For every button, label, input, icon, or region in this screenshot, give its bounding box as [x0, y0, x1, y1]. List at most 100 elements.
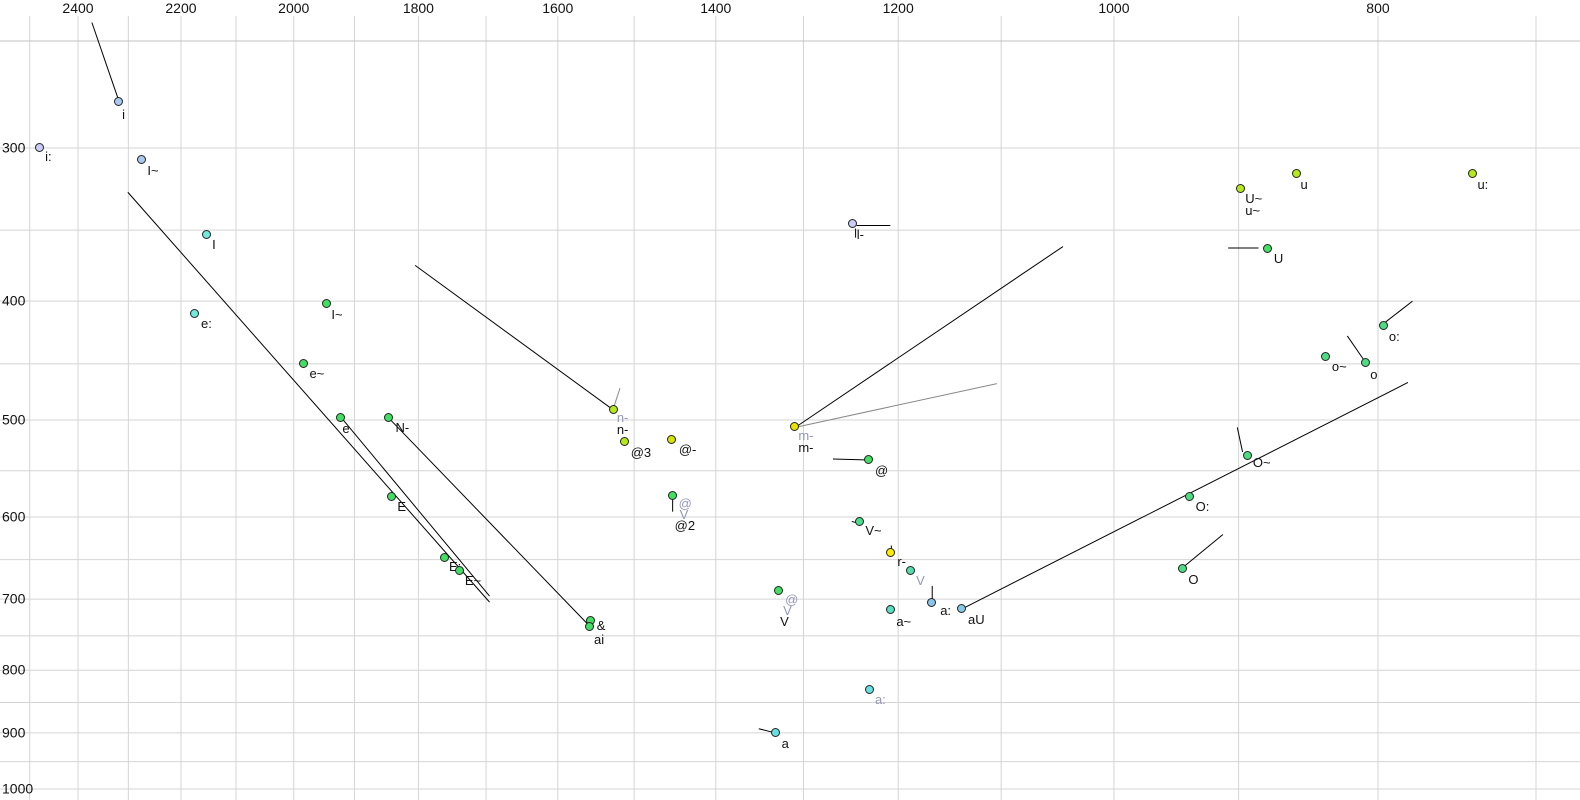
- vowel-point-V~[interactable]: [855, 517, 865, 527]
- trajectory-line: [127, 191, 490, 603]
- vowel-label: O:: [1195, 499, 1210, 515]
- vowel-point-u[interactable]: [1291, 168, 1301, 178]
- trajectory-line: [1183, 534, 1224, 568]
- x-tick-label: 1000: [1098, 0, 1130, 16]
- vowel-label: @-: [678, 441, 697, 457]
- vowel-point-e:[interactable]: [190, 309, 200, 319]
- trajectory-line: [795, 383, 997, 428]
- vowel-label: a:: [940, 602, 952, 618]
- vowel-label: o:: [1388, 328, 1400, 344]
- y-tick-label: 500: [2, 411, 26, 428]
- vowel-point-I~[interactable]: [137, 155, 147, 165]
- vowel-point-l-[interactable]: [847, 218, 857, 228]
- vowel-label: m-: [798, 440, 814, 456]
- trajectory-line: [91, 22, 120, 102]
- trajectory-line: [1346, 335, 1364, 360]
- vowel-point-@-[interactable]: [666, 434, 676, 444]
- vowel-point-m-[interactable]: [790, 422, 800, 432]
- vowel-label: u: [1300, 176, 1308, 192]
- trajectory-line: [758, 728, 774, 733]
- vowel-sublabel: n-: [616, 410, 629, 426]
- vowel-label: e~: [309, 365, 325, 381]
- vowel-point-e~[interactable]: [299, 358, 309, 368]
- vowel-label: O~: [1252, 454, 1271, 470]
- vowel-label: o~: [1331, 358, 1347, 374]
- vowel-point-a~[interactable]: [886, 605, 896, 615]
- vowel-point-i[interactable]: [114, 96, 124, 106]
- vowel-point-U~[interactable]: [1236, 183, 1246, 193]
- vowel-point-I~[interactable]: [322, 298, 332, 308]
- vowel-point-u:[interactable]: [1468, 168, 1478, 178]
- y-tick-label: 600: [2, 508, 26, 525]
- vowel-label: a: [781, 735, 789, 751]
- vowel-sublabel: V: [783, 602, 792, 618]
- vowel-label: @3: [630, 444, 652, 460]
- vowel-label: e:: [201, 316, 212, 332]
- vowel-label: V: [780, 613, 789, 629]
- vowel-label: r-: [897, 554, 906, 570]
- vowel-point-@2[interactable]: [667, 491, 677, 501]
- vowel-label: U~: [1245, 190, 1263, 206]
- vowel-point-O~[interactable]: [1242, 450, 1252, 460]
- vowel-sublabel: V: [916, 572, 925, 588]
- trajectory-line: [795, 246, 1064, 428]
- vowel-label: ai: [594, 631, 605, 647]
- vowel-label: E~: [464, 572, 482, 588]
- y-tick-label: 800: [2, 661, 26, 678]
- vowel-point-a[interactable]: [770, 727, 780, 737]
- vowel-label: e: [342, 420, 350, 436]
- vowel-point-O:[interactable]: [1184, 492, 1194, 502]
- vowel-point-E:[interactable]: [440, 553, 449, 562]
- vowel-label: o: [1370, 366, 1378, 382]
- vowel-point-aU[interactable]: [957, 603, 966, 613]
- y-tick-label: 700: [2, 590, 26, 607]
- vowel-point-@[interactable]: [863, 454, 873, 464]
- vowel-point-@3[interactable]: [619, 436, 629, 446]
- vowel-point-o:[interactable]: [1378, 320, 1388, 330]
- vowel-point-i:[interactable]: [35, 143, 45, 152]
- vowel-point-a:[interactable]: [864, 684, 874, 694]
- vowel-point-e[interactable]: [336, 412, 346, 422]
- x-tick-label: 1200: [882, 0, 914, 16]
- vowel-point-O[interactable]: [1178, 564, 1188, 574]
- vowel-sublabel: u~: [1245, 202, 1261, 218]
- vowel-label: n-: [616, 422, 629, 438]
- trajectory-line: [414, 264, 615, 411]
- y-tick-label: 400: [2, 292, 26, 309]
- vowel-label: u:: [1477, 176, 1489, 192]
- trajectory-line: [1383, 300, 1413, 324]
- vowel-label: I: [212, 236, 216, 252]
- vowel-sublabel: @: [678, 496, 692, 512]
- x-tick-label: 1600: [542, 0, 574, 16]
- vowel-point-E[interactable]: [387, 492, 397, 502]
- vowel-point-V[interactable]: [774, 585, 784, 595]
- y-tick-label: 300: [2, 139, 26, 156]
- vowel-label: U: [1273, 251, 1284, 267]
- vowel-label: O: [1188, 572, 1199, 588]
- vowel-label: aU: [968, 611, 985, 627]
- vowel-label: @: [874, 462, 889, 478]
- vowel-label: i: [122, 106, 126, 122]
- vowel-point-o~[interactable]: [1320, 351, 1330, 361]
- vowel-label: E: [397, 499, 407, 515]
- x-tick-label: 2200: [165, 0, 197, 16]
- vowel-sublabel: m-: [798, 428, 814, 444]
- x-tick-label: 1400: [700, 0, 732, 16]
- vowel-point-U[interactable]: [1262, 244, 1272, 254]
- vowel-point-n-[interactable]: [608, 405, 618, 415]
- vowel-point-r-[interactable]: [886, 548, 896, 558]
- vowel-point-ai[interactable]: [585, 621, 595, 631]
- vowel-point-a:[interactable]: [927, 597, 937, 607]
- vowel-sublabel: V: [679, 507, 689, 523]
- vowel-point-E~[interactable]: [454, 565, 464, 575]
- trajectory-line: [341, 417, 490, 597]
- vowel-label: N-: [395, 419, 410, 435]
- vowel-point-V[interactable]: [906, 565, 916, 575]
- vowel-point-I[interactable]: [202, 229, 212, 239]
- vowel-sublabel: a:: [874, 691, 886, 707]
- x-tick-label: 800: [1366, 0, 1390, 16]
- vowel-point-o[interactable]: [1361, 357, 1371, 367]
- vowel-point-N-[interactable]: [383, 412, 393, 422]
